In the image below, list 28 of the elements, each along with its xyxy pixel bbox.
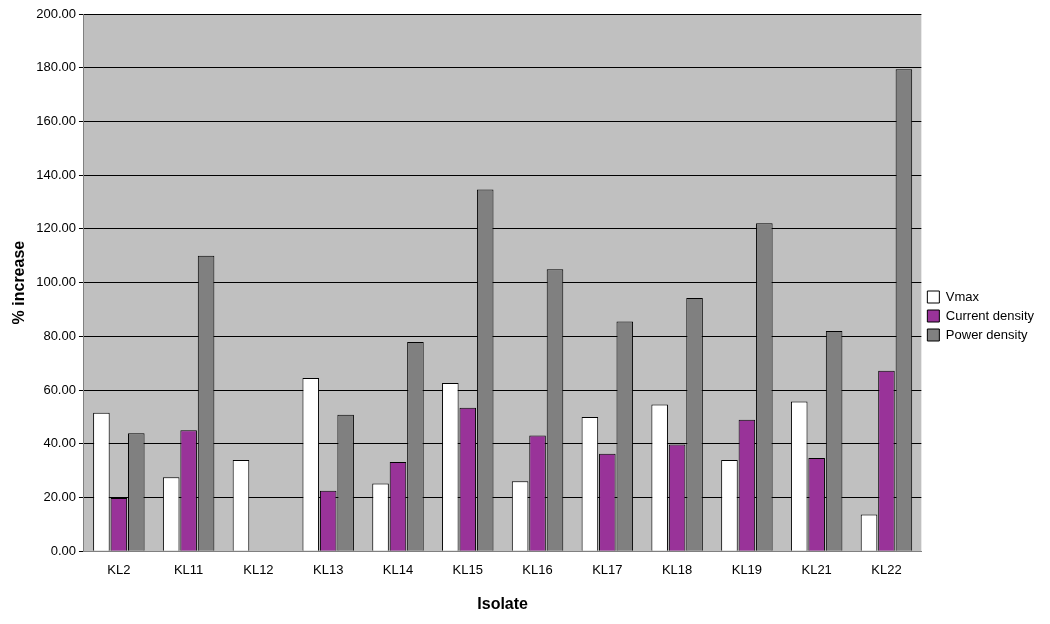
legend-label: Power density bbox=[945, 326, 1028, 342]
x-tick-label: KL16 bbox=[522, 561, 553, 577]
x-tick-label: KL14 bbox=[382, 561, 414, 577]
y-tick-label: 100.00 bbox=[36, 274, 76, 290]
x-tick-label: KL12 bbox=[243, 561, 274, 577]
y-tick-label: 180.00 bbox=[36, 59, 76, 75]
y-tick-label: 0.00 bbox=[50, 542, 76, 558]
x-axis-title: Isolate bbox=[477, 594, 529, 612]
legend-label: Vmax bbox=[945, 288, 980, 304]
y-tick-label: 140.00 bbox=[36, 166, 76, 182]
x-tick-label: KL11 bbox=[173, 561, 204, 577]
x-tick-label: KL22 bbox=[871, 561, 902, 577]
x-tick-label: KL17 bbox=[592, 561, 623, 577]
y-tick-label: 160.00 bbox=[36, 113, 76, 129]
y-tick-label: 120.00 bbox=[36, 220, 76, 236]
x-tick-label: KL21 bbox=[801, 561, 832, 577]
x-tick-label: KL18 bbox=[661, 561, 693, 577]
x-tick-label: KL13 bbox=[313, 561, 344, 577]
y-tick-label: 80.00 bbox=[43, 327, 76, 343]
y-tick-label: 20.00 bbox=[43, 489, 76, 505]
y-tick-label: 60.00 bbox=[43, 381, 76, 397]
y-tick-label: 40.00 bbox=[43, 435, 76, 451]
y-tick-label: 200.00 bbox=[36, 5, 76, 21]
x-tick-label: KL19 bbox=[731, 561, 763, 577]
legend-label: Current density bbox=[945, 307, 1035, 323]
x-tick-label: KL2 bbox=[107, 561, 131, 577]
y-axis-title: % increase bbox=[10, 240, 28, 325]
x-tick-label: KL15 bbox=[452, 561, 483, 577]
